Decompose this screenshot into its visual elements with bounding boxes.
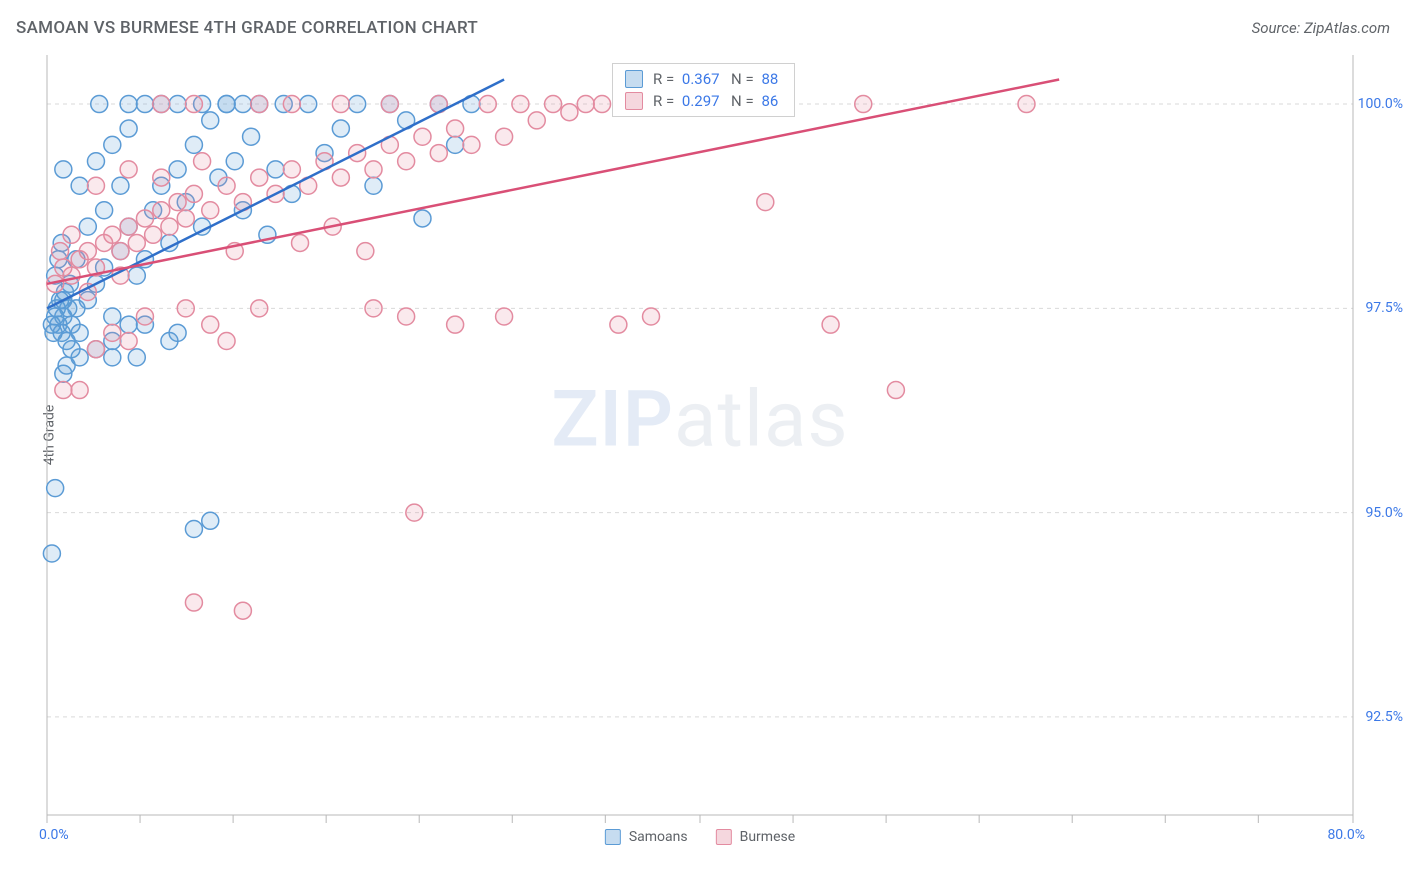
- bottom-legend: Samoans Burmese: [605, 829, 795, 845]
- scatter-plot-svg: [47, 55, 1353, 815]
- chart-source: Source: ZipAtlas.com: [1252, 19, 1390, 37]
- stats-swatch: [625, 70, 643, 88]
- legend-item: Burmese: [716, 829, 796, 845]
- stats-row: R = 0.367 N = 88: [625, 70, 782, 88]
- chart-header: SAMOAN VS BURMESE 4TH GRADE CORRELATION …: [16, 18, 1390, 38]
- y-tick-label: 95.0%: [1365, 505, 1403, 521]
- chart-title: SAMOAN VS BURMESE 4TH GRADE CORRELATION …: [16, 18, 478, 38]
- legend-swatch: [605, 829, 621, 845]
- x-axis-max-label: 80.0%: [1327, 827, 1365, 843]
- x-axis-min-label: 0.0%: [39, 827, 69, 843]
- legend-label: Burmese: [740, 829, 796, 845]
- y-tick-label: 92.5%: [1365, 709, 1403, 725]
- stats-swatch: [625, 92, 643, 110]
- legend-swatch: [716, 829, 732, 845]
- plot-area: 4th Grade ZIPatlas 0.0% 80.0% SamoansBur…: [47, 55, 1353, 815]
- stats-row: R = 0.297 N = 86: [625, 92, 782, 110]
- legend-item: Samoans: [605, 829, 688, 845]
- y-tick-label: 100.0%: [1358, 96, 1403, 112]
- stats-box: R = 0.367 N = 88 R = 0.297 N = 86: [612, 63, 795, 117]
- y-tick-label: 97.5%: [1365, 300, 1403, 316]
- legend-label: Samoans: [629, 829, 688, 845]
